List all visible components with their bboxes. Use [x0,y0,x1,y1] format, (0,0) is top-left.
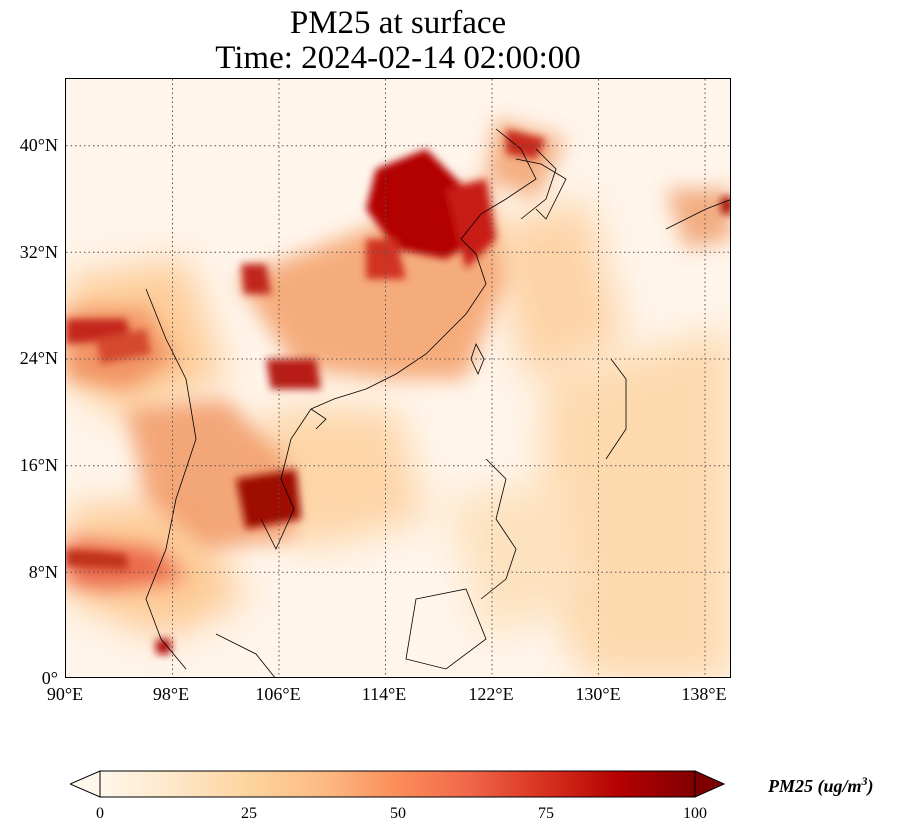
colorbar [70,770,725,798]
colorbar-tick-50: 50 [390,805,406,822]
colorbar-tick-25: 25 [241,805,257,822]
colorbar-min-extend [70,770,101,798]
coastlines [145,128,730,677]
map-title: PM25 at surface [289,5,507,41]
lon-tick-106e: 106°E [255,684,301,704]
map-subtitle-time: Time: 2024-02-14 02:00:00 [215,40,581,76]
lat-tick-32n: 32°N [19,242,58,262]
lon-tick-90e: 90°E [46,684,84,704]
lat-tick-8n: 8°N [28,562,58,582]
lon-tick-122e: 122°E [468,684,514,704]
colorbar-max-extend [694,770,725,798]
lon-tick-98e: 98°E [152,684,190,704]
lat-tick-40n: 40°N [19,135,58,155]
lon-tick-114e: 114°E [361,684,407,704]
graticule [66,79,730,677]
colorbar-tick-100: 100 [683,805,707,822]
lon-tick-138e: 138°E [681,684,727,704]
pm25-concentration-field [66,79,730,677]
colorbar-tick-75: 75 [538,805,554,822]
lat-tick-24n: 24°N [19,348,58,368]
lon-tick-130e: 130°E [575,684,621,704]
colorbar-label: PM25 (ug/m3) [768,774,874,796]
lat-tick-0: 0° [41,668,58,688]
map-panel [65,78,731,678]
lat-tick-16n: 16°N [19,455,58,475]
colorbar-tick-0: 0 [96,805,104,822]
